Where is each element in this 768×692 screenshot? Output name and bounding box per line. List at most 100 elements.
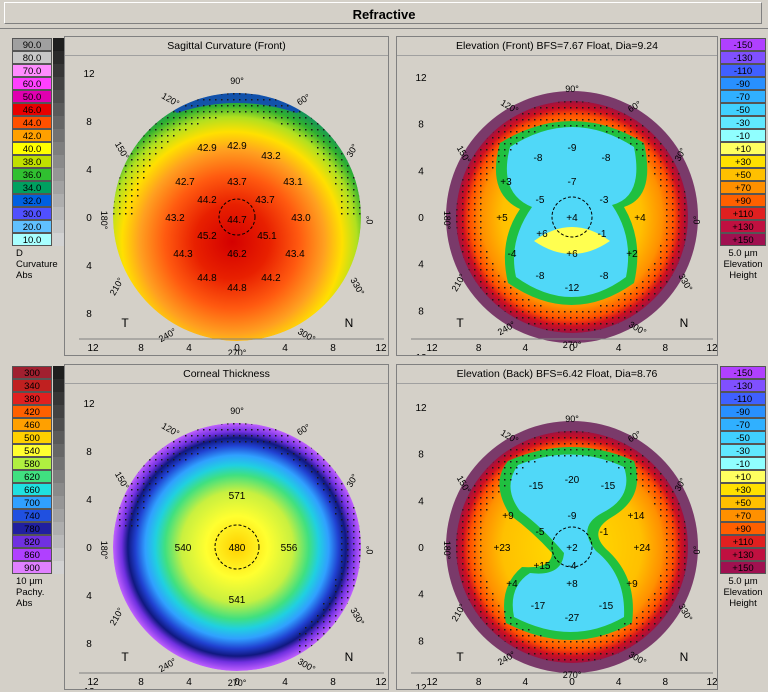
angle-label: 300° bbox=[627, 649, 648, 667]
angle-label: 180° bbox=[442, 541, 452, 560]
scale-swatch: -110 bbox=[720, 392, 766, 405]
scale-caption-caption1: Pachy. bbox=[12, 587, 76, 598]
elevation-values: -8 -9 -8 +3 -7 -5 -3 +5 +4 +4 +6 -1 -4 +6 +2 -8 -12 -8 bbox=[496, 143, 646, 294]
curvature-value: 44.8 bbox=[197, 273, 217, 284]
scale-swatch: +90 bbox=[720, 522, 766, 535]
x-tick-label: 8 bbox=[330, 343, 336, 354]
front-elevation-map-panel[interactable]: Elevation (Front) BFS=7.67 Float, Dia=9.… bbox=[396, 36, 718, 356]
scale-swatch: 340 bbox=[12, 379, 52, 392]
angle-label: 300° bbox=[296, 326, 317, 344]
angle-label: 0° bbox=[692, 215, 702, 224]
elevation-value: -5 bbox=[536, 527, 545, 538]
pupil-outline bbox=[551, 526, 593, 568]
angle-label: 270° bbox=[563, 670, 582, 680]
scale-swatch: 460 bbox=[12, 418, 52, 431]
x-tick-label: 4 bbox=[282, 343, 288, 354]
elevation-value: +4 bbox=[506, 579, 518, 590]
corneal-thickness-map-panel[interactable]: Corneal Thickness 571 540 480 556 541 12 8 4 0 4 8… bbox=[64, 364, 389, 690]
curvature-value: 42.7 bbox=[175, 177, 195, 188]
angle-label: 210° bbox=[108, 276, 126, 297]
y-tick-label: 8 bbox=[86, 639, 92, 650]
angle-label: 120° bbox=[160, 91, 181, 109]
curvature-value: 43.7 bbox=[255, 195, 275, 206]
angle-label: 240° bbox=[157, 326, 178, 344]
y-tick-label: 12 bbox=[415, 73, 427, 84]
elevation-value: +4 bbox=[634, 213, 646, 224]
curvature-fill bbox=[113, 93, 361, 341]
y-tick-label: 8 bbox=[418, 636, 424, 647]
elevation-value: -15 bbox=[529, 481, 544, 492]
curvature-value: 43.0 bbox=[291, 213, 311, 224]
elevation-value: +2 bbox=[566, 543, 578, 554]
scale-swatch: 44.0 bbox=[12, 116, 52, 129]
elevation-map bbox=[456, 431, 688, 663]
scale-swatch: -30 bbox=[720, 444, 766, 457]
elevation-value: +14 bbox=[628, 511, 645, 522]
x-tick-label: 0 bbox=[234, 677, 240, 688]
left-axis: 12 8 4 0 4 8 12 bbox=[83, 399, 95, 689]
back-elevation-map-panel[interactable]: Elevation (Back) BFS=6.42 Float, Dia=8.7… bbox=[396, 364, 718, 690]
temporal-label: T bbox=[121, 650, 129, 664]
y-tick-label: 4 bbox=[418, 260, 424, 271]
elevation-value: +6 bbox=[566, 249, 578, 260]
back-elevation-color-scale: -150 -130 -110 -90 -70 -50 -30 -10 +10 +30 +50 +70 +… bbox=[720, 366, 766, 688]
temporal-label: T bbox=[456, 650, 464, 664]
x-tick-label: 8 bbox=[138, 343, 144, 354]
elevation-value: -7 bbox=[568, 177, 577, 188]
angle-label: 0° bbox=[365, 215, 375, 224]
scale-swatch: 20.0 bbox=[12, 220, 52, 233]
angle-label: 60° bbox=[295, 422, 312, 438]
scale-swatch: +130 bbox=[720, 548, 766, 561]
x-tick-label: 12 bbox=[375, 677, 387, 688]
map-title: Elevation (Front) BFS=7.67 Float, Dia=9.… bbox=[397, 37, 717, 56]
sagittal-curvature-map-panel[interactable]: Sagittal Curvature (Front) 42.9 42.9 43.2 4… bbox=[64, 36, 389, 356]
scale-swatch: +70 bbox=[720, 181, 766, 194]
scale-swatch: 46.0 bbox=[12, 103, 52, 116]
window-title-bar: Refractive bbox=[0, 0, 768, 29]
angle-label: 0° bbox=[692, 545, 702, 554]
angle-label: 30° bbox=[344, 142, 360, 159]
x-tick-label: 8 bbox=[663, 677, 669, 688]
scale-caption-unit: 10 µm bbox=[12, 576, 76, 587]
curvature-value: 44.3 bbox=[173, 249, 193, 260]
scale-caption-unit: 5.0 µm bbox=[720, 248, 766, 259]
map-title: Corneal Thickness bbox=[65, 365, 388, 384]
elevation-value: -17 bbox=[531, 601, 546, 612]
scale-swatch: 420 bbox=[12, 405, 52, 418]
x-tick-label: 8 bbox=[330, 677, 336, 688]
scale-swatch: 60.0 bbox=[12, 77, 52, 90]
x-tick-label: 8 bbox=[663, 343, 669, 354]
scale-swatch: 10.0 bbox=[12, 233, 52, 246]
x-tick-label: 12 bbox=[375, 343, 387, 354]
blue-region bbox=[510, 454, 627, 632]
scale-swatch: 660 bbox=[12, 483, 52, 496]
scale-swatch: +110 bbox=[720, 207, 766, 220]
y-tick-label: 8 bbox=[418, 120, 424, 131]
scale-caption-caption1: Curvature bbox=[12, 259, 76, 270]
curvature-value: 44.8 bbox=[227, 283, 247, 294]
elevation-value: -20 bbox=[565, 475, 580, 486]
y-tick-label: 12 bbox=[415, 683, 427, 689]
y-tick-label: 4 bbox=[418, 590, 424, 601]
elevation-value: -15 bbox=[599, 601, 614, 612]
y-tick-label: 4 bbox=[86, 165, 92, 176]
angle-label: 180° bbox=[442, 211, 452, 230]
angle-label: 270° bbox=[228, 348, 247, 355]
scale-swatch: 700 bbox=[12, 496, 52, 509]
elevation-value: -8 bbox=[534, 153, 543, 164]
scale-swatch: 380 bbox=[12, 392, 52, 405]
elevation-value: +24 bbox=[634, 543, 651, 554]
nasal-label: N bbox=[345, 650, 354, 664]
angle-label: 330° bbox=[348, 276, 366, 297]
scale-swatch: -110 bbox=[720, 64, 766, 77]
angle-label: 90° bbox=[230, 406, 244, 416]
angle-label: 90° bbox=[230, 76, 244, 86]
angle-label: 60° bbox=[295, 92, 312, 108]
angle-label: 240° bbox=[157, 656, 178, 674]
curvature-value: 43.2 bbox=[261, 151, 281, 162]
angle-label: 300° bbox=[627, 319, 648, 337]
angle-label: 270° bbox=[563, 340, 582, 350]
x-tick-label: 4 bbox=[282, 677, 288, 688]
elevation-value: +23 bbox=[494, 543, 511, 554]
scale-caption-caption1: Elevation bbox=[720, 587, 766, 598]
